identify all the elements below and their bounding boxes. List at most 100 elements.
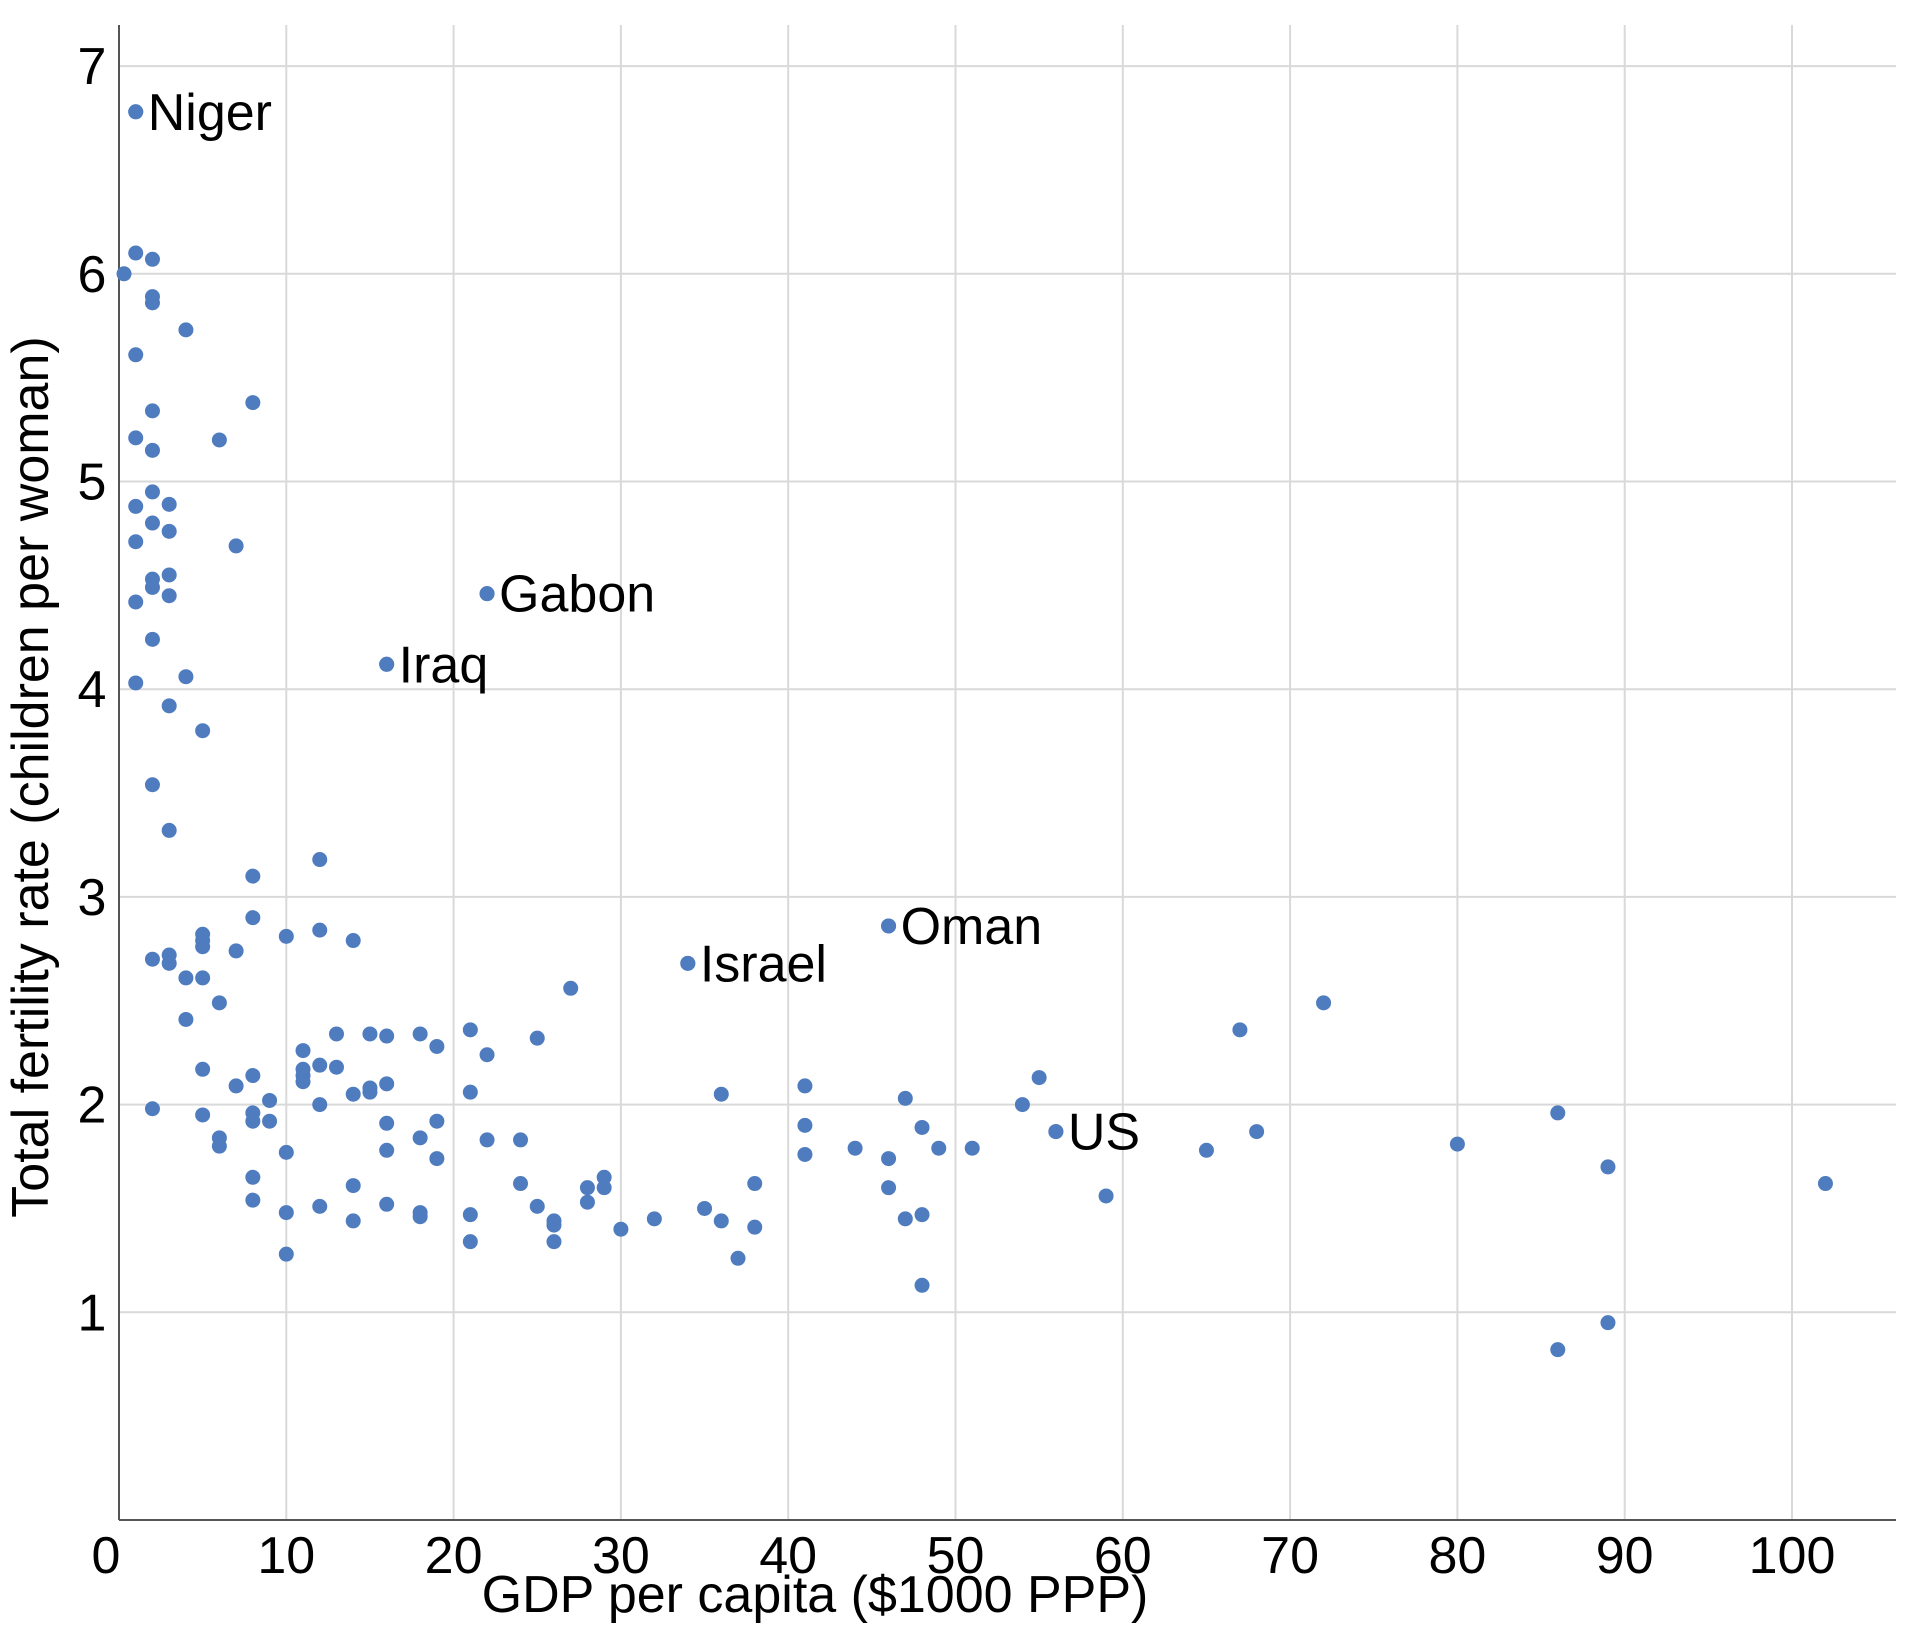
y-tick-label: 4 bbox=[78, 661, 107, 719]
data-point bbox=[462, 1234, 478, 1250]
data-point bbox=[128, 534, 144, 550]
data-point bbox=[144, 403, 160, 419]
y-tick-label: 2 bbox=[78, 1077, 107, 1135]
data-point bbox=[128, 594, 144, 610]
data-point bbox=[161, 698, 177, 714]
data-point bbox=[328, 1026, 344, 1042]
data-point bbox=[161, 822, 177, 838]
data-point bbox=[563, 980, 579, 996]
data-point bbox=[144, 515, 160, 531]
data-point bbox=[1600, 1159, 1616, 1175]
data-point bbox=[513, 1176, 529, 1192]
data-point bbox=[379, 1196, 395, 1212]
data-point bbox=[546, 1234, 562, 1250]
data-point bbox=[964, 1140, 980, 1156]
data-point bbox=[144, 777, 160, 793]
data-point bbox=[462, 1207, 478, 1223]
annotated-point bbox=[881, 918, 897, 934]
data-point bbox=[897, 1090, 913, 1106]
data-point bbox=[1550, 1342, 1566, 1358]
data-point bbox=[245, 868, 261, 884]
data-point bbox=[228, 943, 244, 959]
y-tick-label: 5 bbox=[78, 454, 107, 512]
data-point bbox=[345, 933, 361, 949]
data-point bbox=[379, 1028, 395, 1044]
data-point bbox=[847, 1140, 863, 1156]
data-point bbox=[362, 1026, 378, 1042]
data-point bbox=[429, 1151, 445, 1167]
data-point bbox=[546, 1217, 562, 1233]
data-point bbox=[797, 1078, 813, 1094]
data-point bbox=[262, 1092, 278, 1108]
data-point bbox=[362, 1084, 378, 1100]
x-tick-label: 40 bbox=[759, 1527, 817, 1585]
data-point bbox=[881, 1151, 897, 1167]
axes bbox=[118, 25, 1896, 1521]
data-point bbox=[312, 852, 328, 868]
point-label: US bbox=[1068, 1104, 1140, 1162]
data-point bbox=[479, 1047, 495, 1063]
data-point bbox=[295, 1074, 311, 1090]
data-point bbox=[128, 675, 144, 691]
annotated-point bbox=[128, 104, 144, 120]
data-point bbox=[429, 1113, 445, 1129]
data-point bbox=[195, 939, 211, 955]
x-tick-label: 70 bbox=[1261, 1527, 1319, 1585]
data-point bbox=[144, 951, 160, 967]
data-point bbox=[596, 1180, 612, 1196]
point-label: Israel bbox=[700, 935, 827, 993]
data-point bbox=[596, 1169, 612, 1185]
data-point bbox=[161, 523, 177, 539]
data-point bbox=[161, 567, 177, 583]
grid-lines bbox=[119, 25, 1896, 1520]
data-point bbox=[116, 266, 132, 282]
y-tick-label: 6 bbox=[78, 246, 107, 304]
data-point bbox=[228, 538, 244, 554]
data-point bbox=[228, 1078, 244, 1094]
data-point bbox=[278, 1205, 294, 1221]
data-point bbox=[713, 1213, 729, 1229]
point-label: Iraq bbox=[399, 636, 489, 694]
data-point bbox=[379, 1142, 395, 1158]
x-tick-label: 60 bbox=[1094, 1527, 1152, 1585]
data-point bbox=[161, 955, 177, 971]
data-point bbox=[295, 1043, 311, 1059]
data-point bbox=[797, 1117, 813, 1133]
data-point bbox=[312, 1097, 328, 1113]
data-point bbox=[128, 430, 144, 446]
data-point bbox=[195, 970, 211, 986]
data-point bbox=[128, 498, 144, 514]
data-point bbox=[412, 1209, 428, 1225]
data-point bbox=[1449, 1136, 1465, 1152]
point-label: Niger bbox=[148, 84, 272, 142]
x-tick-label: 30 bbox=[592, 1527, 650, 1585]
data-point bbox=[881, 1180, 897, 1196]
data-point bbox=[797, 1146, 813, 1162]
data-point bbox=[1031, 1070, 1047, 1086]
data-point bbox=[245, 1169, 261, 1185]
point-label: Gabon bbox=[499, 566, 655, 624]
data-point bbox=[178, 1011, 194, 1027]
data-point bbox=[914, 1119, 930, 1135]
data-point bbox=[931, 1140, 947, 1156]
data-point bbox=[312, 1057, 328, 1073]
data-point bbox=[178, 322, 194, 338]
data-point bbox=[1550, 1105, 1566, 1121]
data-point bbox=[161, 496, 177, 512]
annotated-point bbox=[680, 955, 696, 971]
data-point bbox=[211, 1138, 227, 1154]
point-label: Oman bbox=[901, 898, 1043, 956]
data-point bbox=[312, 1198, 328, 1214]
data-point bbox=[747, 1219, 763, 1235]
data-point bbox=[462, 1084, 478, 1100]
data-point bbox=[613, 1221, 629, 1237]
data-point bbox=[914, 1277, 930, 1293]
x-tick-label: 0 bbox=[92, 1527, 121, 1585]
data-point bbox=[1098, 1188, 1114, 1204]
data-point bbox=[144, 251, 160, 267]
data-point bbox=[312, 922, 328, 938]
data-point bbox=[646, 1211, 662, 1227]
data-point bbox=[529, 1198, 545, 1214]
